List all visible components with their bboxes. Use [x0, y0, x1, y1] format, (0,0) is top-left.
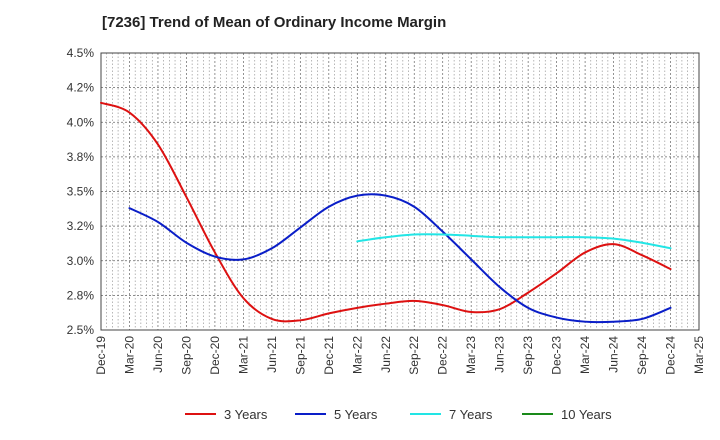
- x-tick-label: Jun-22: [379, 336, 393, 373]
- grid-layer: [100, 52, 700, 331]
- legend: 3 Years 5 Years 7 Years 10 Years: [185, 407, 612, 422]
- x-tick-label: Dec-19: [94, 336, 108, 375]
- x-tick-label: Mar-24: [578, 336, 592, 374]
- x-tick-label: Mar-25: [692, 336, 706, 374]
- y-tick-label: 4.5%: [67, 46, 95, 60]
- x-tick-label: Dec-21: [322, 336, 336, 375]
- legend-label-5-years: 5 Years: [334, 407, 378, 422]
- y-tick-label: 4.0%: [67, 115, 95, 129]
- x-tick-label: Mar-22: [350, 336, 364, 374]
- y-tick-label: 3.2%: [67, 219, 95, 233]
- series-line-3-years: [100, 101, 672, 323]
- x-tick-label: Mar-20: [122, 336, 136, 374]
- legend-label-3-years: 3 Years: [224, 407, 268, 422]
- x-tick-label: Dec-23: [550, 336, 564, 375]
- x-tick-label: Dec-22: [436, 336, 450, 375]
- x-tick-label: Mar-21: [236, 336, 250, 374]
- y-tick-label: 3.5%: [67, 185, 95, 199]
- x-tick-label: Mar-23: [464, 336, 478, 374]
- y-tick-label: 2.8%: [67, 288, 95, 302]
- series-layer: [100, 101, 672, 324]
- series-line-7-years: [356, 233, 672, 250]
- axis-layer: 2.5% 2.8% 3.0% 3.2% 3.5% 3.8% 4.0% 4.2% 4.5% Dec-…: [67, 46, 706, 375]
- x-tick-label: Sep-22: [407, 336, 421, 375]
- chart-title: [7236] Trend of Mean of Ordinary Income …: [102, 14, 447, 31]
- series-line-5-years: [128, 193, 672, 324]
- plot-frame: [100, 52, 700, 331]
- x-tick-label: Sep-23: [521, 336, 535, 375]
- x-tick-label: Jun-23: [493, 336, 507, 373]
- x-tick-label: Sep-21: [293, 336, 307, 375]
- y-tick-label: 4.2%: [67, 81, 95, 95]
- x-tick-label: Jun-21: [265, 336, 279, 373]
- x-tick-label: Sep-20: [179, 336, 193, 375]
- y-tick-label: 2.5%: [67, 323, 95, 337]
- x-tick-label: Sep-24: [635, 336, 649, 375]
- x-tick-label: Dec-20: [208, 336, 222, 375]
- y-tick-label: 3.0%: [67, 254, 95, 268]
- x-tick-label: Jun-24: [607, 336, 621, 373]
- x-tick-label: Dec-24: [664, 336, 678, 375]
- legend-label-10-years: 10 Years: [561, 407, 612, 422]
- legend-label-7-years: 7 Years: [449, 407, 493, 422]
- y-tick-label: 3.8%: [67, 150, 95, 164]
- x-tick-label: Jun-20: [151, 336, 165, 373]
